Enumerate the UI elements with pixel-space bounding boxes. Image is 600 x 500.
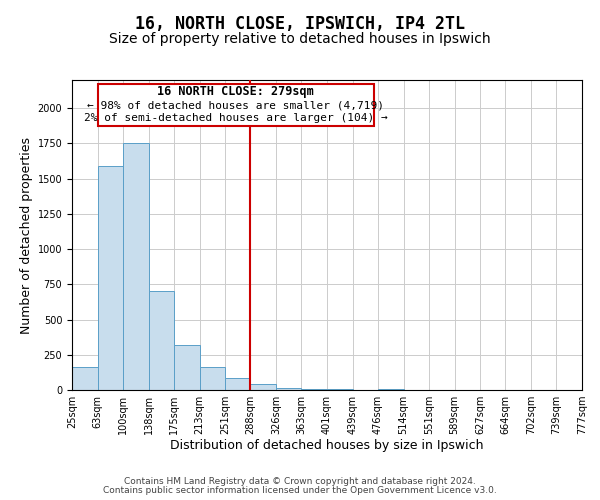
Text: ← 98% of detached houses are smaller (4,719): ← 98% of detached houses are smaller (4,…: [87, 100, 384, 110]
Text: Contains HM Land Registry data © Crown copyright and database right 2024.: Contains HM Land Registry data © Crown c…: [124, 477, 476, 486]
Bar: [98, 166, 123, 390]
Y-axis label: Number of detached properties: Number of detached properties: [20, 136, 34, 334]
Bar: [199, 368, 225, 390]
Bar: [250, 384, 276, 390]
Bar: [149, 292, 174, 390]
Bar: [174, 345, 199, 390]
FancyBboxPatch shape: [98, 84, 374, 126]
Bar: [276, 388, 301, 390]
Bar: [72, 368, 98, 390]
Text: Size of property relative to detached houses in Ipswich: Size of property relative to detached ho…: [109, 32, 491, 46]
Bar: [225, 378, 250, 390]
Text: Contains public sector information licensed under the Open Government Licence v3: Contains public sector information licen…: [103, 486, 497, 495]
Text: 16 NORTH CLOSE: 279sqm: 16 NORTH CLOSE: 279sqm: [157, 86, 314, 98]
Text: 2% of semi-detached houses are larger (104) →: 2% of semi-detached houses are larger (1…: [84, 113, 388, 123]
Text: 16, NORTH CLOSE, IPSWICH, IP4 2TL: 16, NORTH CLOSE, IPSWICH, IP4 2TL: [135, 15, 465, 33]
Bar: [123, 144, 149, 390]
X-axis label: Distribution of detached houses by size in Ipswich: Distribution of detached houses by size …: [170, 438, 484, 452]
